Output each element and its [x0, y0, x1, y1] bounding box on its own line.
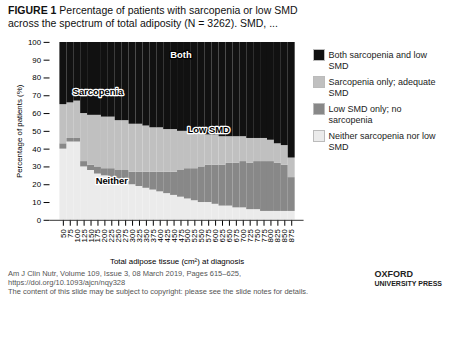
svg-text:60: 60 [32, 109, 41, 118]
svg-text:700: 700 [238, 229, 248, 243]
svg-text:50: 50 [32, 127, 41, 136]
html-text:The content of this slide may: The content of this slide may be subject… [8, 287, 309, 297]
html-text:OXFORD: OXFORD [374, 269, 413, 280]
html-text:UNIVERSITY PRESS: UNIVERSITY PRESS [374, 280, 442, 288]
svg-text:525: 525 [190, 229, 200, 243]
svg-text:200: 200 [100, 229, 110, 243]
html-text:Both sarcopenia and low SMD: Both sarcopenia and low SMD [328, 50, 428, 71]
svg-text:800: 800 [266, 229, 276, 243]
svg-text:20: 20 [32, 180, 41, 189]
svg-text:825: 825 [273, 229, 283, 243]
svg-text:400: 400 [155, 229, 165, 243]
svg-text:325: 325 [135, 229, 144, 243]
svg-text:775: 775 [259, 229, 269, 243]
svg-text:600: 600 [211, 229, 221, 243]
svg-text:675: 675 [231, 229, 241, 243]
svg-text:500: 500 [183, 229, 193, 243]
svg-text:475: 475 [176, 229, 186, 243]
svg-text:375: 375 [148, 229, 158, 243]
svg-text:575: 575 [204, 229, 214, 243]
svg-text:450: 450 [169, 229, 179, 243]
html-text:Neither sarcopenia nor low SMD: Neither sarcopenia nor low SMD [328, 131, 436, 152]
svg-text:625: 625 [218, 229, 227, 243]
svg-text:725: 725 [245, 229, 255, 243]
html-text:FIGURE 1 Percentage of patient: FIGURE 1 Percentage of patients with sar… [8, 4, 298, 29]
svg-text:Sarcopenia: Sarcopenia [73, 86, 124, 97]
html-text:Am J Clin Nutr, Volume 109, Is: Am J Clin Nutr, Volume 109, Issue 3, 08 … [8, 269, 242, 288]
svg-text:Low SMD: Low SMD [188, 124, 230, 135]
svg-text:30: 30 [32, 162, 41, 171]
svg-text:250: 250 [114, 229, 124, 243]
svg-text:0: 0 [37, 216, 42, 225]
svg-text:425: 425 [162, 229, 172, 243]
svg-text:Neither: Neither [96, 175, 129, 186]
svg-text:150: 150 [86, 229, 96, 243]
svg-text:225: 225 [107, 229, 117, 243]
svg-text:350: 350 [141, 229, 151, 243]
svg-text:300: 300 [128, 229, 138, 243]
svg-text:750: 750 [252, 229, 262, 243]
svg-text:Total adipose tissue (cm²) at: Total adipose tissue (cm²) at diagnosis [110, 257, 244, 266]
svg-text:100: 100 [28, 38, 42, 47]
svg-text:10: 10 [32, 198, 41, 207]
svg-text:550: 550 [197, 229, 207, 243]
svg-text:125: 125 [79, 229, 89, 243]
svg-text:90: 90 [32, 56, 41, 65]
svg-text:Percentage of patients (%): Percentage of patients (%) [15, 84, 24, 178]
svg-text:275: 275 [121, 229, 131, 243]
svg-text:650: 650 [225, 229, 234, 243]
svg-text:875: 875 [287, 229, 296, 243]
svg-text:50: 50 [58, 229, 68, 238]
svg-text:100: 100 [72, 229, 82, 243]
svg-text:850: 850 [280, 229, 290, 243]
svg-text:70: 70 [32, 91, 41, 100]
html-text:Sarcopenia only; adequate SMD: Sarcopenia only; adequate SMD [328, 77, 436, 98]
svg-text:40: 40 [32, 145, 41, 154]
svg-text:175: 175 [93, 229, 103, 243]
svg-text:Both: Both [170, 49, 192, 60]
html-text:Low SMD only; no sarcopenia: Low SMD only; no sarcopenia [328, 104, 402, 125]
svg-text:80: 80 [32, 73, 41, 82]
svg-text:75: 75 [65, 229, 75, 238]
